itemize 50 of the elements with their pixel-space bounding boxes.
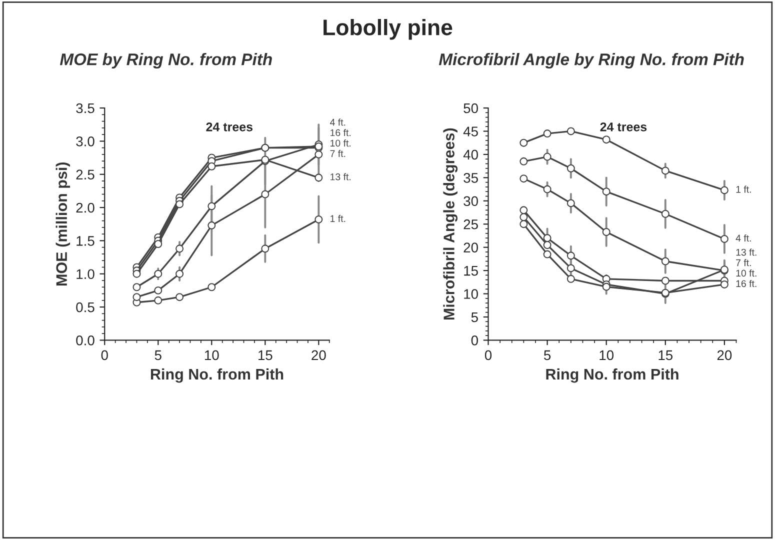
y-tick-label: 3.0 <box>76 136 94 146</box>
x-tick-label: 0 <box>101 350 108 360</box>
x-tick-label: 20 <box>312 350 326 360</box>
y-tick-label: 20 <box>464 242 478 252</box>
y-tick-label: 2.5 <box>76 170 94 180</box>
x-axis-title: Ring No. from Pith <box>150 368 284 383</box>
series-label: 7 ft. <box>736 259 751 266</box>
series-label: 1 ft. <box>736 186 751 193</box>
series-label: 13 ft. <box>330 173 351 180</box>
series-label: 16 ft. <box>330 129 351 136</box>
y-tick-label: 30 <box>464 196 478 206</box>
series-label: 7 ft. <box>330 150 346 158</box>
x-tick-label: 15 <box>258 350 272 360</box>
x-tick-label: 5 <box>154 350 162 360</box>
chart-subtitle: MOE by Ring No. from Pith <box>60 52 272 69</box>
x-tick-label: 0 <box>484 350 492 360</box>
x-tick-label: 15 <box>658 350 673 360</box>
y-tick-label: 5 <box>471 312 478 322</box>
x-tick-label: 5 <box>544 350 551 360</box>
chart-subtitle: Microfibril Angle by Ring No. from Pith <box>438 52 744 69</box>
series-label: 10 ft. <box>330 139 351 147</box>
series-label: 4 ft. <box>330 118 346 126</box>
y-tick-label: 1.5 <box>76 236 94 246</box>
series-label: 13 ft. <box>736 248 756 256</box>
series-label: 16 ft. <box>736 280 756 288</box>
y-tick-label: 1.0 <box>76 269 94 280</box>
y-tick-label: 25 <box>464 219 478 230</box>
y-tick-label: 0.0 <box>76 336 94 346</box>
x-tick-label: 10 <box>204 350 219 360</box>
y-tick-label: 45 <box>463 126 478 136</box>
annotation: 24 trees <box>600 122 647 132</box>
y-tick-label: 3.5 <box>76 103 94 114</box>
y-axis-title: Microfibril Angle (degrees) <box>443 128 458 320</box>
x-tick-label: 20 <box>717 350 732 360</box>
y-tick-label: 0 <box>471 336 478 346</box>
y-tick-label: 40 <box>463 150 478 160</box>
y-tick-label: 35 <box>464 172 478 183</box>
x-axis-title: Ring No. from Pith <box>546 368 678 383</box>
y-axis-title: MOE (million psi) <box>56 162 70 286</box>
x-tick-label: 10 <box>600 350 614 360</box>
series-label: 10 ft. <box>736 270 756 277</box>
y-tick-label: 2.0 <box>76 202 94 213</box>
y-tick-label: 50 <box>464 103 478 114</box>
y-tick-label: 15 <box>464 266 478 276</box>
annotation: 24 trees <box>206 122 253 132</box>
series-label: 1 ft. <box>330 214 346 222</box>
text: Lobolly pine <box>324 18 452 40</box>
y-tick-label: 0.5 <box>76 302 94 312</box>
y-tick-label: 10 <box>464 289 478 299</box>
series-label: 4 ft. <box>736 234 751 242</box>
